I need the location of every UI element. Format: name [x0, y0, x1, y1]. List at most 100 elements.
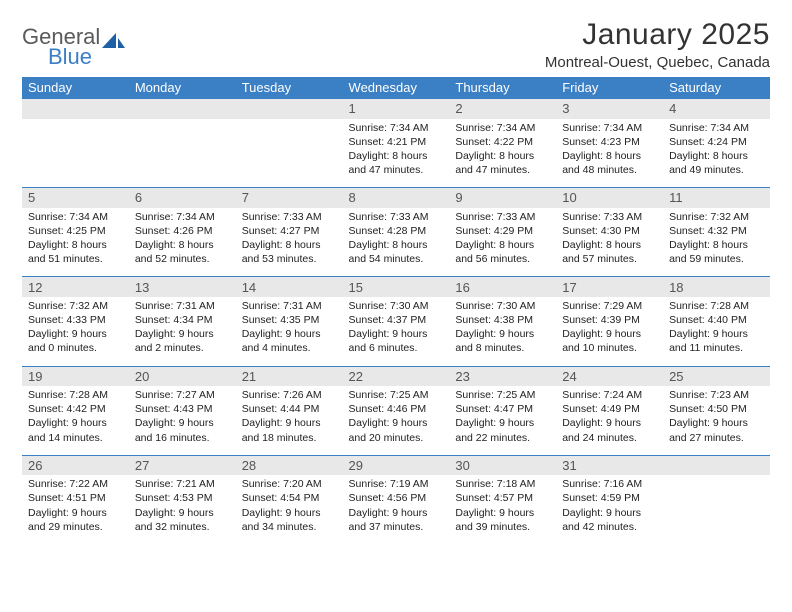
- daylight-line: Daylight: 9 hours and 6 minutes.: [349, 327, 444, 355]
- day-number: 26: [22, 455, 129, 475]
- daylight-line: Daylight: 8 hours and 51 minutes.: [28, 238, 123, 266]
- day-cell: Sunrise: 7:34 AMSunset: 4:24 PMDaylight:…: [663, 119, 770, 188]
- day-cell: [129, 119, 236, 188]
- week-data-row: Sunrise: 7:34 AMSunset: 4:25 PMDaylight:…: [22, 208, 770, 277]
- day-number: 12: [22, 277, 129, 297]
- daylight-line: Daylight: 9 hours and 0 minutes.: [28, 327, 123, 355]
- sunset-line: Sunset: 4:33 PM: [28, 313, 123, 327]
- sunset-line: Sunset: 4:32 PM: [669, 224, 764, 238]
- day-number: 7: [236, 188, 343, 208]
- day-number: 1: [343, 99, 450, 119]
- day-cell: Sunrise: 7:34 AMSunset: 4:22 PMDaylight:…: [449, 119, 556, 188]
- day-cell: Sunrise: 7:33 AMSunset: 4:28 PMDaylight:…: [343, 208, 450, 277]
- day-cell: Sunrise: 7:32 AMSunset: 4:33 PMDaylight:…: [22, 297, 129, 366]
- week-number-row: 12131415161718: [22, 277, 770, 297]
- sunset-line: Sunset: 4:43 PM: [135, 402, 230, 416]
- day-number: 29: [343, 455, 450, 475]
- day-cell: Sunrise: 7:21 AMSunset: 4:53 PMDaylight:…: [129, 475, 236, 544]
- sunrise-line: Sunrise: 7:30 AM: [349, 299, 444, 313]
- day-number: 2: [449, 99, 556, 119]
- sunset-line: Sunset: 4:44 PM: [242, 402, 337, 416]
- col-tuesday: Tuesday: [236, 77, 343, 99]
- day-cell: [22, 119, 129, 188]
- day-cell: Sunrise: 7:34 AMSunset: 4:25 PMDaylight:…: [22, 208, 129, 277]
- day-cell: Sunrise: 7:20 AMSunset: 4:54 PMDaylight:…: [236, 475, 343, 544]
- day-cell: Sunrise: 7:23 AMSunset: 4:50 PMDaylight:…: [663, 386, 770, 455]
- day-header-row: Sunday Monday Tuesday Wednesday Thursday…: [22, 77, 770, 99]
- sunrise-line: Sunrise: 7:34 AM: [669, 121, 764, 135]
- day-cell: Sunrise: 7:31 AMSunset: 4:34 PMDaylight:…: [129, 297, 236, 366]
- sunset-line: Sunset: 4:28 PM: [349, 224, 444, 238]
- daylight-line: Daylight: 9 hours and 4 minutes.: [242, 327, 337, 355]
- day-number: 30: [449, 455, 556, 475]
- sunrise-line: Sunrise: 7:31 AM: [135, 299, 230, 313]
- day-cell: Sunrise: 7:25 AMSunset: 4:46 PMDaylight:…: [343, 386, 450, 455]
- day-cell: Sunrise: 7:22 AMSunset: 4:51 PMDaylight:…: [22, 475, 129, 544]
- day-number: 18: [663, 277, 770, 297]
- daylight-line: Daylight: 9 hours and 39 minutes.: [455, 506, 550, 534]
- logo-sail-icon: [102, 32, 126, 50]
- day-cell: [663, 475, 770, 544]
- sunset-line: Sunset: 4:50 PM: [669, 402, 764, 416]
- col-friday: Friday: [556, 77, 663, 99]
- sunset-line: Sunset: 4:40 PM: [669, 313, 764, 327]
- sunrise-line: Sunrise: 7:33 AM: [562, 210, 657, 224]
- day-number: 3: [556, 99, 663, 119]
- day-cell: Sunrise: 7:30 AMSunset: 4:38 PMDaylight:…: [449, 297, 556, 366]
- sunrise-line: Sunrise: 7:27 AM: [135, 388, 230, 402]
- sunrise-line: Sunrise: 7:30 AM: [455, 299, 550, 313]
- day-number: 22: [343, 366, 450, 386]
- sunrise-line: Sunrise: 7:18 AM: [455, 477, 550, 491]
- day-cell: Sunrise: 7:33 AMSunset: 4:27 PMDaylight:…: [236, 208, 343, 277]
- sunrise-line: Sunrise: 7:25 AM: [455, 388, 550, 402]
- day-number: 8: [343, 188, 450, 208]
- sunrise-line: Sunrise: 7:32 AM: [669, 210, 764, 224]
- daylight-line: Daylight: 8 hours and 48 minutes.: [562, 149, 657, 177]
- day-number: 31: [556, 455, 663, 475]
- daylight-line: Daylight: 9 hours and 2 minutes.: [135, 327, 230, 355]
- day-number: 19: [22, 366, 129, 386]
- col-monday: Monday: [129, 77, 236, 99]
- sunset-line: Sunset: 4:25 PM: [28, 224, 123, 238]
- day-cell: Sunrise: 7:34 AMSunset: 4:23 PMDaylight:…: [556, 119, 663, 188]
- sunrise-line: Sunrise: 7:33 AM: [349, 210, 444, 224]
- sunset-line: Sunset: 4:53 PM: [135, 491, 230, 505]
- daylight-line: Daylight: 9 hours and 10 minutes.: [562, 327, 657, 355]
- day-cell: Sunrise: 7:25 AMSunset: 4:47 PMDaylight:…: [449, 386, 556, 455]
- daylight-line: Daylight: 9 hours and 24 minutes.: [562, 416, 657, 444]
- daylight-line: Daylight: 8 hours and 52 minutes.: [135, 238, 230, 266]
- day-number: 14: [236, 277, 343, 297]
- col-thursday: Thursday: [449, 77, 556, 99]
- col-sunday: Sunday: [22, 77, 129, 99]
- title-block: January 2025 Montreal-Ouest, Quebec, Can…: [545, 18, 770, 71]
- daylight-line: Daylight: 9 hours and 18 minutes.: [242, 416, 337, 444]
- sunset-line: Sunset: 4:27 PM: [242, 224, 337, 238]
- day-cell: Sunrise: 7:30 AMSunset: 4:37 PMDaylight:…: [343, 297, 450, 366]
- sunrise-line: Sunrise: 7:23 AM: [669, 388, 764, 402]
- sunrise-line: Sunrise: 7:34 AM: [349, 121, 444, 135]
- day-number: [129, 99, 236, 119]
- daylight-line: Daylight: 8 hours and 56 minutes.: [455, 238, 550, 266]
- sunrise-line: Sunrise: 7:19 AM: [349, 477, 444, 491]
- calendar-page: GeneralBlue January 2025 Montreal-Ouest,…: [0, 0, 792, 554]
- header: GeneralBlue January 2025 Montreal-Ouest,…: [22, 18, 770, 71]
- sunset-line: Sunset: 4:47 PM: [455, 402, 550, 416]
- day-number: 28: [236, 455, 343, 475]
- daylight-line: Daylight: 9 hours and 11 minutes.: [669, 327, 764, 355]
- sunset-line: Sunset: 4:38 PM: [455, 313, 550, 327]
- day-number: 24: [556, 366, 663, 386]
- week-data-row: Sunrise: 7:32 AMSunset: 4:33 PMDaylight:…: [22, 297, 770, 366]
- sunrise-line: Sunrise: 7:34 AM: [455, 121, 550, 135]
- sunrise-line: Sunrise: 7:26 AM: [242, 388, 337, 402]
- daylight-line: Daylight: 9 hours and 32 minutes.: [135, 506, 230, 534]
- week-number-row: 19202122232425: [22, 366, 770, 386]
- col-saturday: Saturday: [663, 77, 770, 99]
- sunrise-line: Sunrise: 7:32 AM: [28, 299, 123, 313]
- day-cell: Sunrise: 7:28 AMSunset: 4:40 PMDaylight:…: [663, 297, 770, 366]
- daylight-line: Daylight: 9 hours and 37 minutes.: [349, 506, 444, 534]
- sunset-line: Sunset: 4:51 PM: [28, 491, 123, 505]
- daylight-line: Daylight: 9 hours and 16 minutes.: [135, 416, 230, 444]
- sunrise-line: Sunrise: 7:34 AM: [28, 210, 123, 224]
- sunset-line: Sunset: 4:59 PM: [562, 491, 657, 505]
- day-number: 21: [236, 366, 343, 386]
